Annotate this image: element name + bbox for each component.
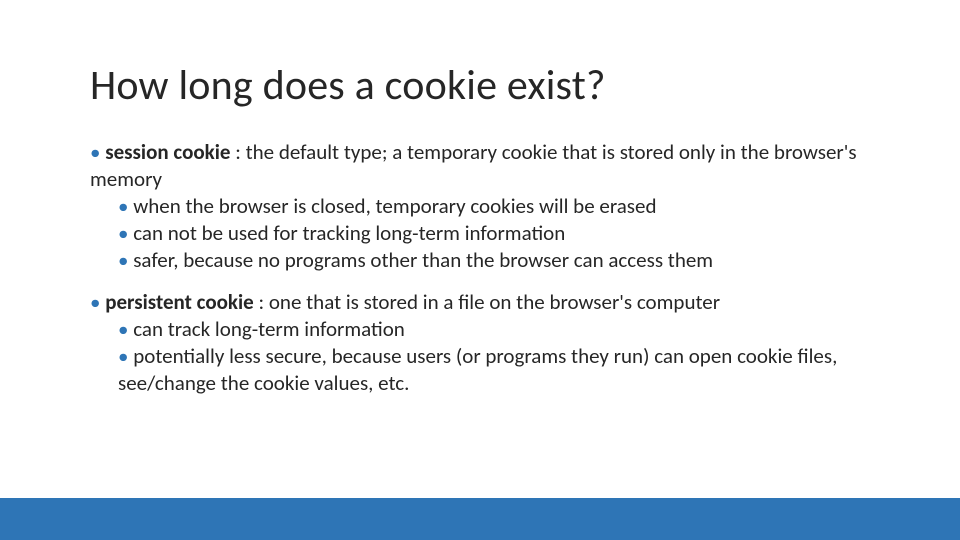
bullet-icon: •: [118, 247, 128, 273]
bullet-icon: •: [118, 343, 128, 369]
sub-item: • when the browser is closed, temporary …: [118, 193, 880, 220]
bullet-icon: •: [90, 289, 100, 315]
sub-item: • can not be used for tracking long-term…: [118, 220, 880, 247]
slide-content: • session cookie : the default type; a t…: [90, 139, 880, 397]
bullet-icon: •: [118, 220, 128, 246]
slide-title: How long does a cookie exist?: [90, 60, 880, 111]
bullet-section-1: • session cookie : the default type; a t…: [90, 139, 880, 273]
sub-text: can not be used for tracking long-term i…: [133, 220, 565, 246]
sub-text: potentially less secure, because users (…: [118, 343, 837, 396]
definition-2: : one that is stored in a file on the br…: [254, 289, 720, 315]
sub-item: • potentially less secure, because users…: [118, 343, 880, 397]
sub-text: safer, because no programs other than th…: [133, 247, 713, 273]
sub-list-1: • when the browser is closed, temporary …: [90, 193, 880, 274]
sub-list-2: • can track long-term information • pote…: [90, 316, 880, 397]
bullet-icon: •: [90, 139, 100, 165]
sub-item: • can track long-term information: [118, 316, 880, 343]
bullet-icon: •: [118, 193, 128, 219]
bullet-section-2: • persistent cookie : one that is stored…: [90, 289, 880, 397]
term-1: session cookie: [105, 139, 230, 165]
sub-item: • safer, because no programs other than …: [118, 247, 880, 274]
term-2: persistent cookie: [105, 289, 254, 315]
slide: How long does a cookie exist? • session …: [0, 0, 960, 540]
sub-text: when the browser is closed, temporary co…: [133, 193, 656, 219]
sub-text: can track long-term information: [133, 316, 405, 342]
bullet-icon: •: [118, 316, 128, 342]
footer-bar: [0, 498, 960, 540]
